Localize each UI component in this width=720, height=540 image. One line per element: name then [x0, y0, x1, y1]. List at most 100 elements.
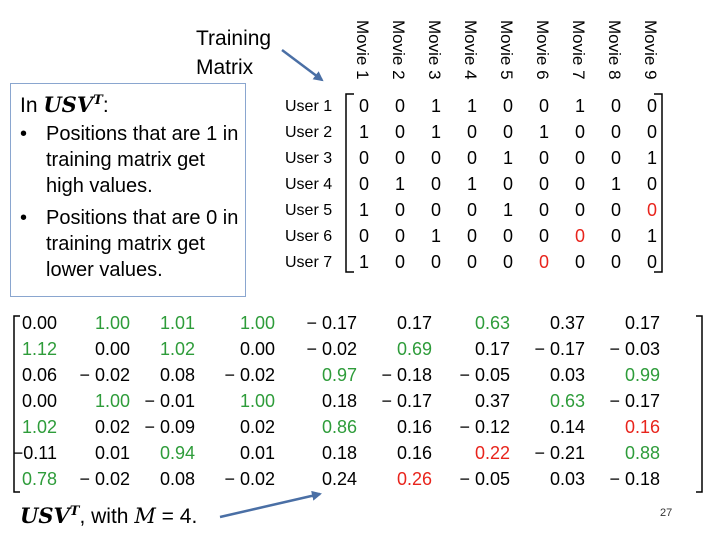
result-cell: 0.86 — [321, 417, 357, 437]
usvt-sup: T — [93, 93, 103, 108]
result-cell: 0.01 — [94, 443, 130, 463]
caption-text: , with — [79, 505, 135, 528]
training-cell: 1 — [502, 200, 513, 220]
training-cell: 0 — [610, 200, 621, 220]
result-cell: 0.88 — [624, 443, 660, 463]
training-cell: 0 — [574, 174, 585, 194]
training-cell: 0 — [430, 200, 441, 220]
training-cell: 0 — [538, 200, 549, 220]
result-cell: 1.00 — [94, 313, 130, 333]
training-cell: 1 — [466, 96, 477, 116]
caption-usvt: USVT — [20, 503, 79, 528]
result-cell: 0.00 — [94, 339, 130, 359]
column-header: Movie 1 — [350, 20, 372, 90]
explanation-box — [10, 83, 246, 297]
training-cell: 0 — [358, 148, 369, 168]
result-cell: 0.17 — [474, 339, 510, 359]
result-cell: 0.00 — [239, 339, 275, 359]
row-label: User 4 — [285, 176, 333, 193]
caption: USVT, with M = 4. — [20, 503, 197, 529]
result-cell: 0.00 — [21, 391, 57, 411]
column-header: Movie 8 — [602, 20, 624, 90]
result-cell: − 0.01 — [144, 391, 195, 411]
column-header-label: Movie 8 — [605, 20, 624, 80]
result-cell: − 0.17 — [609, 391, 660, 411]
training-cell: 0 — [646, 252, 657, 272]
result-cell: 0.18 — [321, 391, 357, 411]
training-cell: 0 — [610, 226, 621, 246]
result-cell: − 0.09 — [144, 417, 195, 437]
caption-usvt-base: USV — [20, 503, 70, 528]
training-cell: 0 — [538, 252, 549, 272]
result-cell: 1.02 — [21, 417, 57, 437]
training-cell: 1 — [646, 148, 657, 168]
training-cell: 1 — [430, 122, 441, 142]
row-label: User 2 — [285, 124, 333, 141]
result-cell: 1.12 — [21, 339, 57, 359]
title-to-matrix-arrow — [281, 49, 324, 82]
result-cell: 0.16 — [624, 417, 660, 437]
explanation-colon: : — [102, 94, 109, 117]
training-cell: 1 — [502, 148, 513, 168]
training-cell: 0 — [502, 226, 513, 246]
result-cell: 0.08 — [159, 469, 195, 489]
title-line-2: Matrix — [196, 56, 254, 79]
explanation-prefix: In — [20, 94, 44, 117]
result-cell: 0.97 — [321, 365, 357, 385]
result-cell: 0.18 — [321, 443, 357, 463]
training-cell: 0 — [358, 174, 369, 194]
caption-usvt-sup: T — [69, 504, 80, 519]
training-cell: 0 — [610, 96, 621, 116]
training-cell: 0 — [466, 252, 477, 272]
training-cell: 0 — [466, 226, 477, 246]
result-matrix-brackets — [13, 315, 703, 493]
training-cell: 1 — [358, 200, 369, 220]
result-cell: − 0.02 — [224, 469, 275, 489]
training-cell: 0 — [646, 174, 657, 194]
result-cell: 1.00 — [239, 391, 275, 411]
training-cell: 0 — [574, 226, 585, 246]
result-cell: − 0.21 — [534, 443, 585, 463]
result-cell: 0.06 — [21, 365, 57, 385]
training-cell: 0 — [610, 252, 621, 272]
training-cell: 1 — [610, 174, 621, 194]
result-cell: 0.69 — [396, 339, 432, 359]
result-cell: 1.00 — [94, 391, 130, 411]
training-cell: 0 — [502, 174, 513, 194]
column-header-label: Movie 4 — [461, 20, 480, 80]
training-cell: 0 — [538, 226, 549, 246]
row-label: User 5 — [285, 202, 333, 219]
training-cell: 1 — [394, 174, 405, 194]
training-cell: 1 — [466, 174, 477, 194]
result-cell: 0.02 — [239, 417, 275, 437]
column-header-label: Movie 3 — [425, 20, 444, 80]
result-cell: − 0.02 — [79, 469, 130, 489]
bullet-text: Positions that are 1 in training matrix … — [46, 123, 239, 197]
result-cell: − 0.05 — [459, 365, 510, 385]
training-cell: 0 — [574, 200, 585, 220]
training-cell: 0 — [538, 148, 549, 168]
result-cell: − 0.17 — [534, 339, 585, 359]
training-cell: 0 — [466, 122, 477, 142]
training-cell: 0 — [502, 122, 513, 142]
result-cell: 0.22 — [474, 443, 510, 463]
training-cell: 0 — [394, 226, 405, 246]
result-cell: − 0.02 — [79, 365, 130, 385]
title-line-1: Training — [196, 27, 272, 50]
training-cell: 0 — [574, 148, 585, 168]
result-cell: − 0.17 — [381, 391, 432, 411]
result-cell: 0.78 — [21, 469, 57, 489]
result-cell: 0.16 — [396, 443, 432, 463]
result-cell: 0.03 — [549, 469, 585, 489]
bullet-text: Positions that are 0 in training matrix … — [46, 207, 239, 281]
training-cell: 0 — [394, 96, 405, 116]
result-cell: 0.02 — [94, 417, 130, 437]
training-cell: 0 — [610, 148, 621, 168]
result-cell: 0.17 — [624, 313, 660, 333]
column-header: Movie 5 — [494, 20, 516, 90]
training-cell: 0 — [430, 174, 441, 194]
training-cell: 0 — [502, 96, 513, 116]
column-header-label: Movie 7 — [569, 20, 588, 80]
result-cell: 0.03 — [549, 365, 585, 385]
result-cell: 0.63 — [474, 313, 510, 333]
